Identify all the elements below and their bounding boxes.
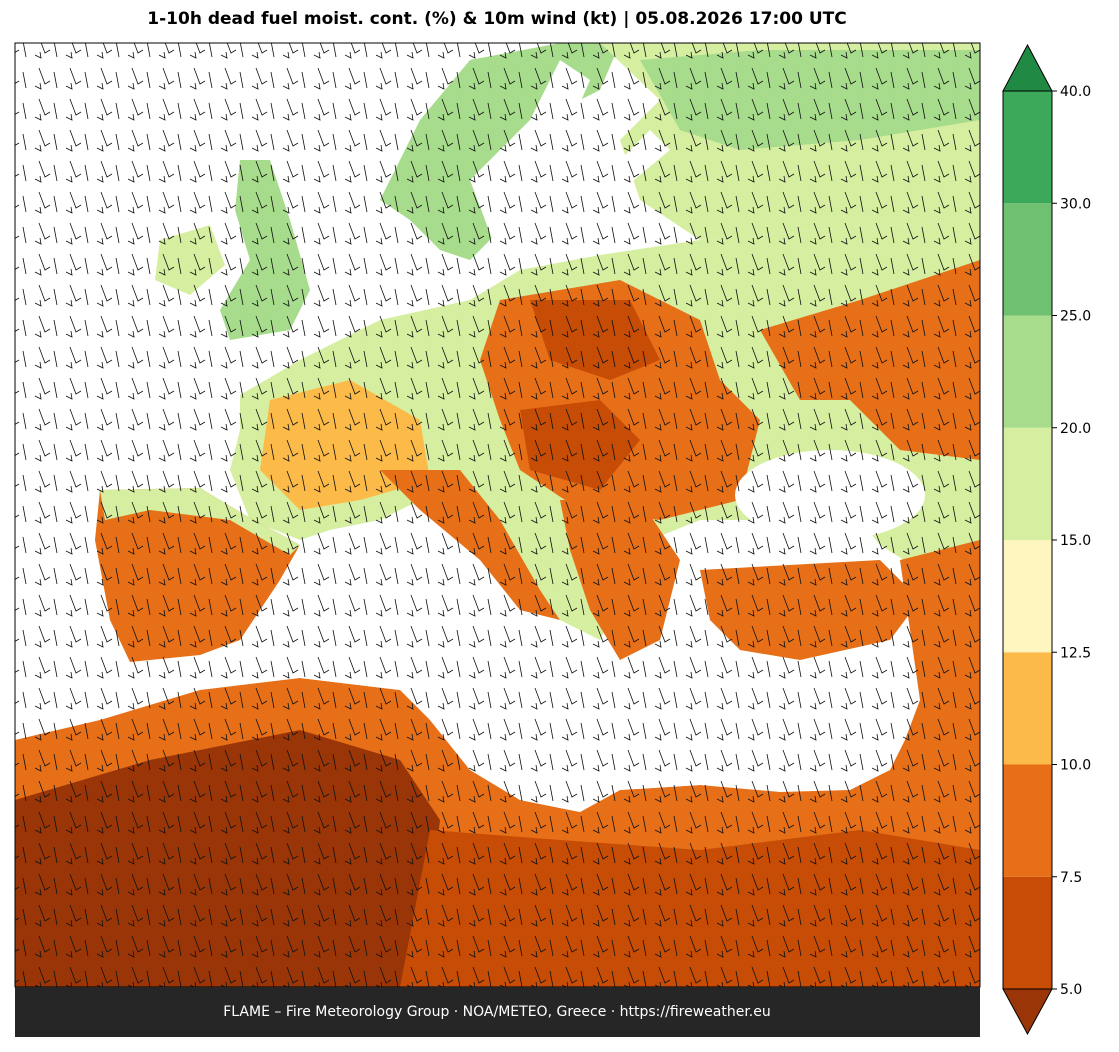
footer-text: FLAME – Fire Meteorology Group · NOA/MET… xyxy=(223,1004,771,1020)
colorbar-tick-label: 10.0 xyxy=(1060,758,1091,774)
footer-bar xyxy=(15,987,980,1037)
colorbar-band xyxy=(1003,91,1052,204)
colorbar-band xyxy=(1003,876,1052,989)
colorbar-band xyxy=(1003,764,1052,877)
colorbar-tick-label: 7.5 xyxy=(1060,870,1082,886)
colorbar-over xyxy=(1002,43,1053,92)
colorbar-band xyxy=(1003,315,1052,428)
colorbar-tick-label: 12.5 xyxy=(1060,645,1091,661)
map-title: 1-10h dead fuel moist. cont. (%) & 10m w… xyxy=(147,9,846,29)
colorbar-tick-label: 25.0 xyxy=(1060,309,1091,325)
colorbar-band xyxy=(1003,652,1052,765)
map xyxy=(15,43,980,987)
colorbar-tick-label: 15.0 xyxy=(1060,533,1091,549)
colorbar-band xyxy=(1003,203,1052,316)
wind-barbs xyxy=(15,43,980,987)
colorbar-tick-label: 40.0 xyxy=(1060,84,1091,100)
colorbar-band xyxy=(1003,427,1052,540)
colorbar-tick-label: 30.0 xyxy=(1060,196,1091,212)
colorbar-tick-label: 20.0 xyxy=(1060,421,1091,437)
colorbar: 5.0 7.5 10.0 12.5 15.0 20.0 25.0 30.0 40.0 xyxy=(1002,43,1091,1036)
colorbar-tick-label: 5.0 xyxy=(1060,982,1082,998)
colorbar-under xyxy=(1002,988,1053,1036)
colorbar-band xyxy=(1003,540,1052,653)
